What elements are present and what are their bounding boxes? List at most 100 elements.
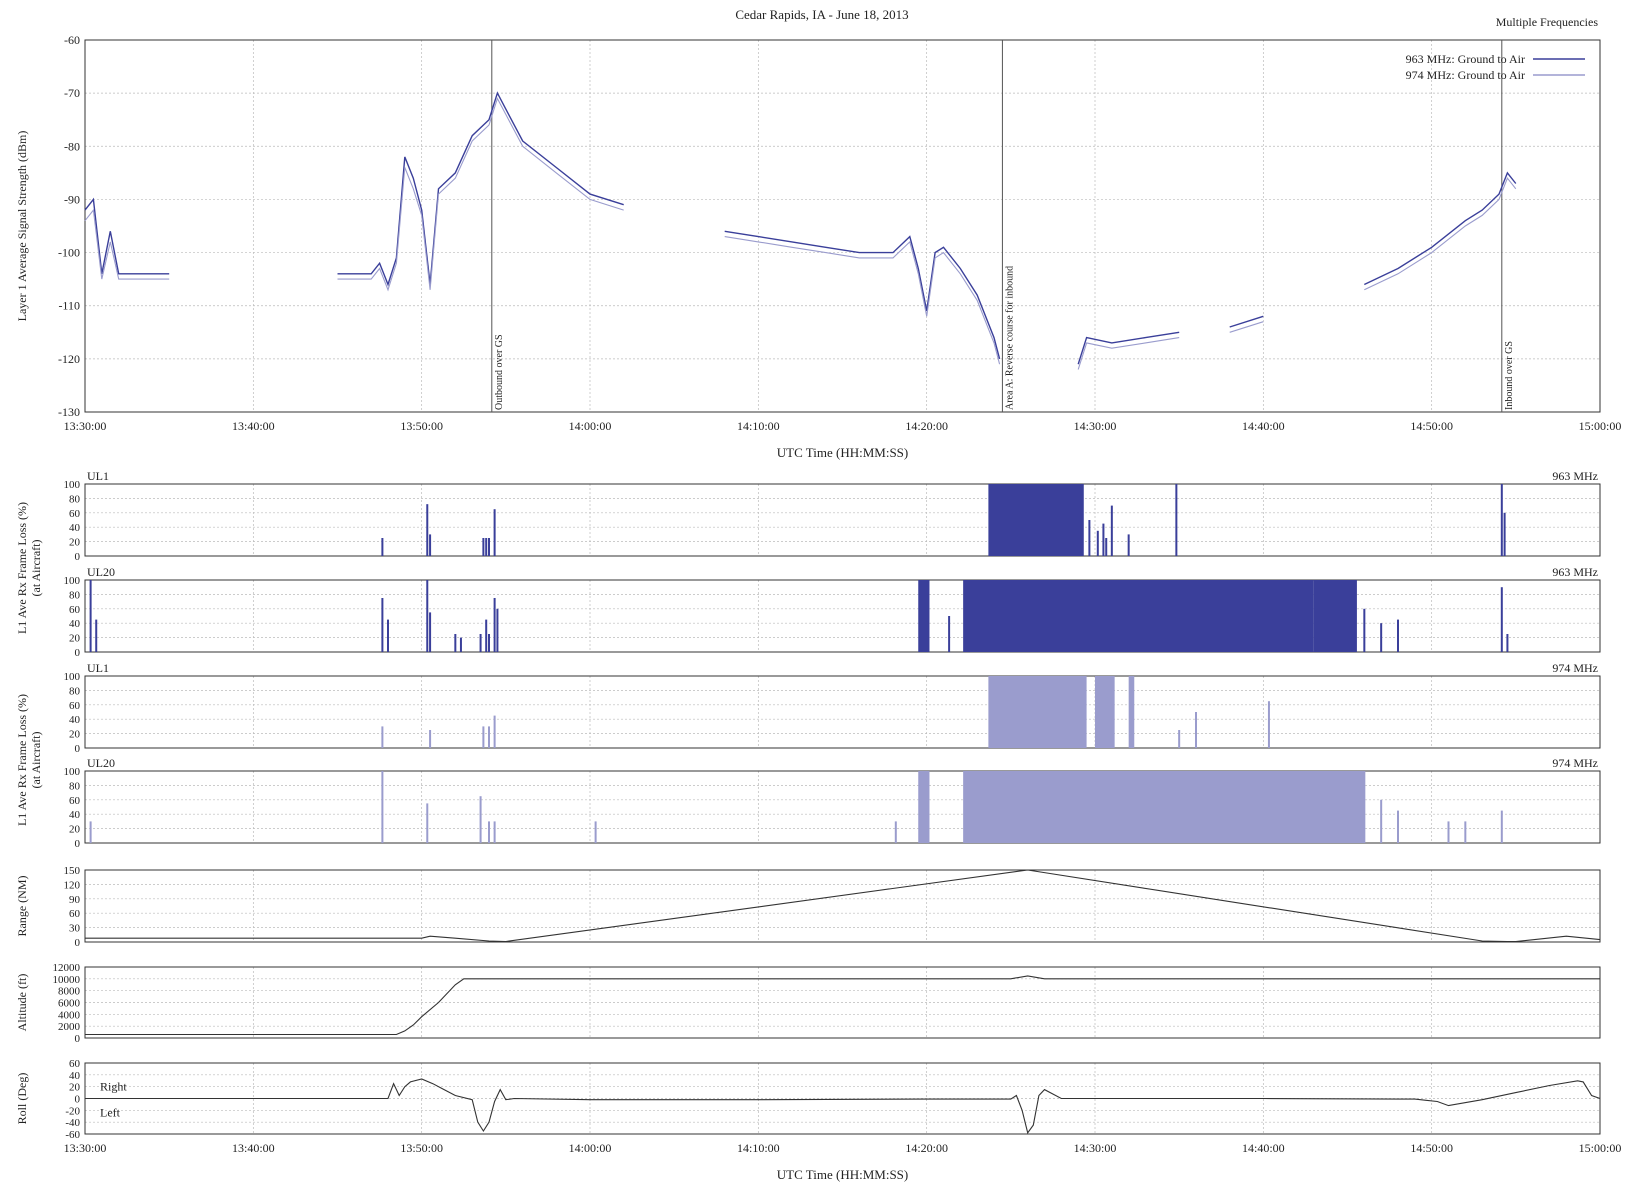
loss-bar bbox=[89, 580, 92, 652]
loss-bar bbox=[488, 634, 490, 652]
series-line bbox=[85, 869, 1601, 943]
series-line bbox=[85, 975, 1600, 1036]
panel-frequency: 963 MHz bbox=[1552, 469, 1598, 483]
loss-bar bbox=[426, 504, 429, 556]
y-axis-label: Layer 1 Average Signal Strength (dBm) bbox=[15, 131, 29, 322]
loss-bar bbox=[1500, 810, 1503, 843]
loss-bar bbox=[454, 634, 457, 652]
y-tick-label: 100 bbox=[64, 671, 81, 683]
x-axis-label: UTC Time (HH:MM:SS) bbox=[777, 445, 908, 460]
y-axis-label: Roll (Deg) bbox=[15, 1073, 29, 1125]
loss-bar bbox=[429, 534, 432, 556]
y-tick-label: 0 bbox=[75, 838, 81, 850]
chart-panels: -60 -70 -80 -90 -100 -110 -120 -130 Layer 1 Aver… bbox=[15, 33, 1621, 1182]
y-tick-label: 80 bbox=[69, 685, 81, 697]
loss-bar bbox=[1354, 580, 1357, 652]
x-tick-label: 14:30:00 bbox=[1074, 419, 1117, 433]
y-tick-label: 4000 bbox=[58, 1009, 81, 1021]
loss-bar bbox=[1506, 634, 1509, 652]
annotation-label: Inbound over GS bbox=[1504, 341, 1515, 410]
loss-bar bbox=[488, 726, 490, 748]
panel-label: UL20 bbox=[87, 756, 115, 770]
legend-label: 974 MHz: Ground to Air bbox=[1406, 68, 1525, 82]
series-line-974 bbox=[84, 208, 170, 280]
y-tick-label: 100 bbox=[64, 766, 81, 778]
loss-bar bbox=[95, 619, 98, 652]
loss-bar bbox=[894, 821, 897, 843]
panel-ul20_974: 0 20 40 60 80 100 UL20 974 MHz bbox=[64, 756, 1601, 850]
loss-bar bbox=[1128, 676, 1135, 748]
y-tick-label: 60 bbox=[69, 700, 81, 712]
x-tick-label: 14:50:00 bbox=[1410, 419, 1453, 433]
x-tick-label: 14:40:00 bbox=[1242, 1141, 1285, 1155]
loss-bar bbox=[479, 634, 482, 652]
x-tick-label: 14:20:00 bbox=[905, 419, 948, 433]
series-line-963 bbox=[84, 197, 170, 275]
plot-frame bbox=[84, 869, 1601, 943]
y-tick-label: 2000 bbox=[58, 1021, 81, 1033]
loss-bar bbox=[1178, 730, 1181, 748]
roll-left-label: Left bbox=[100, 1105, 121, 1119]
chart-subtitle: Multiple Frequencies bbox=[1496, 15, 1599, 29]
loss-bar bbox=[381, 726, 384, 748]
loss-bar bbox=[1313, 580, 1356, 652]
y-tick-label: 0 bbox=[75, 551, 81, 563]
y-tick-label: -40 bbox=[65, 1117, 80, 1129]
y-tick-label: -60 bbox=[64, 33, 80, 47]
y-tick-label: -60 bbox=[65, 1129, 80, 1141]
loss-bar bbox=[381, 771, 384, 843]
series-line-974 bbox=[724, 236, 1001, 365]
y-tick-label: 60 bbox=[69, 604, 81, 616]
x-tick-label: 14:40:00 bbox=[1242, 419, 1285, 433]
y-tick-label: 20 bbox=[69, 633, 81, 645]
series-line-974 bbox=[337, 97, 624, 292]
loss-bar bbox=[948, 616, 951, 652]
loss-bar bbox=[493, 509, 496, 556]
x-tick-label: 14:10:00 bbox=[737, 419, 780, 433]
loss-bar bbox=[1500, 484, 1503, 556]
loss-bar bbox=[1105, 538, 1108, 556]
annotation-label: Outbound over GS bbox=[494, 334, 505, 410]
y-tick-label: 20 bbox=[69, 729, 81, 741]
y-tick-label: 0 bbox=[75, 937, 81, 949]
plot-frame bbox=[84, 483, 1601, 557]
loss-bar bbox=[459, 637, 462, 652]
panel-ul1_963: 0 20 40 60 80 100 UL1 963 MHz L1 Ave Rx Frame Lo… bbox=[15, 469, 1601, 634]
loss-bar bbox=[918, 771, 930, 843]
series-line-974 bbox=[1229, 321, 1264, 333]
annotation-label: Area A: Reverse course for inbound bbox=[1004, 266, 1015, 410]
loss-bar bbox=[963, 771, 1365, 843]
roll-right-label: Right bbox=[100, 1080, 127, 1094]
x-tick-label: 14:20:00 bbox=[905, 1141, 948, 1155]
y-tick-label: 120 bbox=[64, 879, 81, 891]
y-tick-label: -70 bbox=[64, 86, 80, 100]
x-tick-label: 14:00:00 bbox=[569, 1141, 612, 1155]
panel-label: UL1 bbox=[87, 661, 109, 675]
loss-bar bbox=[488, 821, 490, 843]
series-line bbox=[85, 1078, 1601, 1135]
y-tick-label: 100 bbox=[64, 575, 81, 587]
loss-bar bbox=[479, 796, 482, 843]
y-tick-label: -130 bbox=[58, 405, 80, 419]
loss-bar bbox=[1397, 619, 1399, 652]
y-tick-label: -120 bbox=[58, 352, 80, 366]
y-tick-label: 40 bbox=[69, 714, 81, 726]
x-axis-label: UTC Time (HH:MM:SS) bbox=[777, 1167, 908, 1182]
loss-bar bbox=[89, 821, 92, 843]
panel-label: UL1 bbox=[87, 469, 109, 483]
loss-bar bbox=[485, 538, 488, 556]
y-tick-label: 60 bbox=[69, 795, 81, 807]
y-tick-label: 40 bbox=[69, 522, 81, 534]
loss-bar bbox=[1095, 676, 1115, 748]
y-tick-label: 20 bbox=[69, 1082, 81, 1094]
loss-bar bbox=[1380, 799, 1383, 843]
loss-bar bbox=[381, 598, 384, 652]
panel-range: 0 30 60 90 120 150 Range (NM) bbox=[15, 865, 1601, 949]
x-tick-label: 13:50:00 bbox=[400, 419, 443, 433]
panel-ul1_974: 0 20 40 60 80 100 UL1 974 MHz L1 Ave Rx Frame Lo… bbox=[15, 661, 1601, 826]
y-tick-label: 80 bbox=[69, 493, 81, 505]
x-tick-label: 14:00:00 bbox=[569, 419, 612, 433]
